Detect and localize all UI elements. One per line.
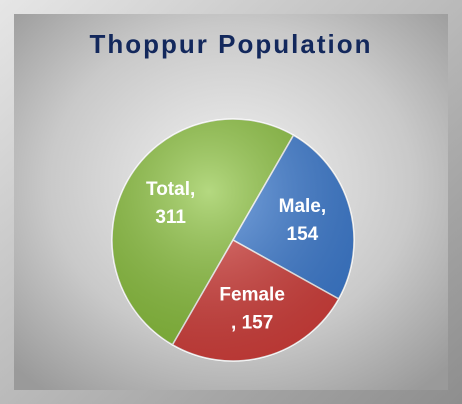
data-label-category: Female: [219, 284, 284, 305]
pie: Total, 311 Male, 154 Female , 157: [111, 118, 355, 362]
data-label-category: Male,: [279, 196, 327, 217]
data-label-value: 154: [287, 224, 319, 245]
data-label-value: , 157: [231, 312, 273, 333]
data-label-value: 311: [155, 207, 186, 228]
chart-title: Thoppur Population: [90, 29, 373, 59]
data-label-category: Total,: [146, 179, 195, 200]
